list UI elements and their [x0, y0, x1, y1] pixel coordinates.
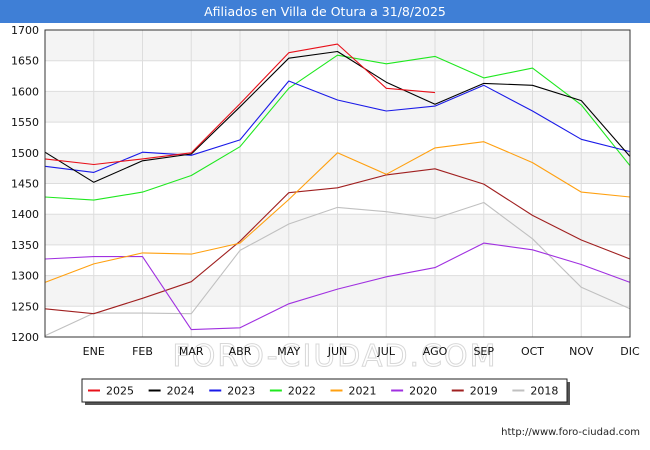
series-line-2023	[44, 80, 631, 173]
x-tick-labels: ENE FEB MAR ABR MAY JUN JUL AGO SEP OCT NOV DIC	[83, 345, 640, 358]
y-tick-label: 1500	[11, 147, 39, 160]
legend-label-2018: 2018	[530, 385, 558, 398]
series-line-2018	[44, 201, 631, 337]
x-tick-label: AGO	[423, 345, 448, 358]
legend-box	[81, 378, 568, 403]
y-tick-label: 1400	[11, 208, 39, 221]
y-tick-label: 1300	[11, 270, 39, 283]
series-line-2020	[44, 242, 631, 331]
x-tick-label: JUL	[377, 345, 396, 358]
series-line-2021	[44, 141, 631, 283]
x-tick-label: MAR	[179, 345, 204, 358]
legend-label-2023: 2023	[227, 385, 255, 398]
y-tick-labels: 1200 1250 1300 1350 1400 1450 1500 1550 1600 1650…	[11, 24, 39, 344]
x-tick-label: NOV	[569, 345, 594, 358]
y-tick-label: 1700	[11, 24, 39, 37]
x-tick-label: JUN	[327, 345, 348, 358]
legend-label-2025: 2025	[106, 385, 134, 398]
series-line-2022	[44, 54, 631, 201]
series-line-2024	[44, 50, 631, 183]
x-tick-label: OCT	[521, 345, 544, 358]
watermark: FORO-CIUDAD.COM	[173, 339, 498, 374]
plot-frame	[44, 29, 631, 338]
x-tick-label: DIC	[620, 345, 640, 358]
y-tick-label: 1350	[11, 239, 39, 252]
x-tick-label: SEP	[473, 345, 494, 358]
y-tick-label: 1550	[11, 116, 39, 129]
legend-label-2019: 2019	[470, 385, 498, 398]
series-lines	[44, 43, 631, 337]
y-tick-label: 1650	[11, 55, 39, 68]
x-tick-label: FEB	[132, 345, 153, 358]
y-tick-label: 1450	[11, 178, 39, 191]
x-tick-label: ENE	[83, 345, 105, 358]
legend: 2025 2024 2023 2022 2021 2020 2019 2018	[81, 378, 570, 405]
x-tick-label: MAY	[277, 345, 300, 358]
legend-label-2021: 2021	[349, 385, 377, 398]
x-tick-label: ABR	[229, 345, 252, 358]
y-tick-label: 1200	[11, 331, 39, 344]
y-tick-label: 1600	[11, 85, 39, 98]
footer-url[interactable]: http://www.foro-ciudad.com	[501, 427, 640, 438]
series-line-2019	[44, 168, 631, 315]
legend-label-2022: 2022	[288, 385, 316, 398]
legend-label-2020: 2020	[409, 385, 437, 398]
series-line-2025	[44, 43, 436, 166]
legend-label-2024: 2024	[167, 385, 195, 398]
chart-title: Afiliados en Villa de Otura a 31/8/2025	[0, 0, 650, 23]
y-tick-label: 1250	[11, 300, 39, 313]
